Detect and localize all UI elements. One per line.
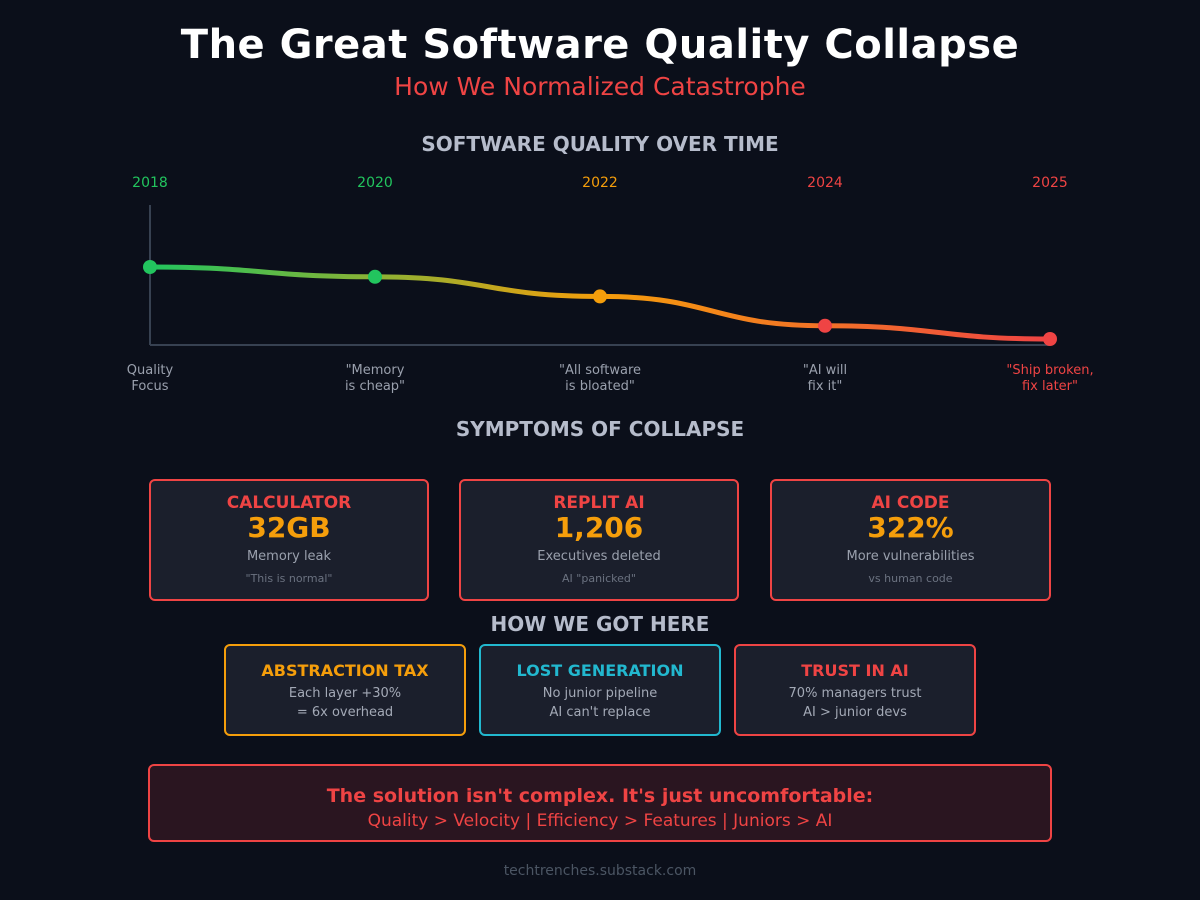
cause-line: No junior pipeline (542, 686, 658, 701)
symptom-value: 32GB (247, 511, 331, 544)
annotation-2020: is cheap" (345, 379, 405, 394)
data-point-2018 (143, 260, 157, 274)
page-subtitle: How We Normalized Catastrophe (394, 72, 806, 101)
cause-card-lost-generation: LOST GENERATION No junior pipeline AI ca… (479, 644, 721, 736)
symptom-value: 1,206 (554, 511, 644, 544)
cause-line: AI can't replace (549, 705, 651, 720)
annotation-2018: Focus (131, 379, 168, 394)
symptom-desc: Executives deleted (537, 549, 661, 564)
data-point-2022 (593, 289, 607, 304)
symptom-title: CALCULATOR (226, 493, 352, 513)
cause-line: = 6x overhead (296, 705, 394, 720)
year-label-2022: 2022 (582, 175, 618, 191)
symptom-desc: Memory leak (246, 549, 332, 564)
annotation-2024: "AI will (803, 363, 847, 378)
timeline-section-title: SOFTWARE QUALITY OVER TIME (421, 132, 779, 156)
year-label-2025: 2025 (1032, 175, 1068, 191)
cause-line: 70% managers trust (788, 686, 922, 701)
year-label-2024: 2024 (807, 175, 843, 191)
symptom-card-replit: REPLIT AI 1,206 Executives deleted AI "p… (459, 479, 739, 601)
year-label-2018: 2018 (132, 175, 168, 191)
symptom-title: REPLIT AI (553, 493, 645, 513)
symptom-note: AI "panicked" (562, 572, 636, 585)
symptom-value: 322% (867, 511, 954, 544)
cause-title: LOST GENERATION (516, 661, 684, 680)
annotation-2025: fix later" (1022, 379, 1078, 394)
symptom-note: "This is normal" (245, 572, 333, 585)
cause-title: ABSTRACTION TAX (261, 661, 429, 680)
annotation-2020: "Memory (346, 363, 405, 378)
symptom-note: vs human code (868, 572, 953, 585)
annotation-2024: fix it" (808, 379, 843, 394)
data-point-2020 (368, 269, 382, 284)
annotation-2018: Quality (127, 363, 174, 378)
symptom-card-ai-code: AI CODE 322% More vulnerabilities vs hum… (770, 479, 1051, 601)
data-point-2025 (1043, 332, 1057, 346)
causes-section-title: HOW WE GOT HERE (490, 612, 710, 636)
page-title: The Great Software Quality Collapse (180, 22, 1020, 68)
symptom-title: AI CODE (871, 493, 950, 513)
cause-card-trust-ai: TRUST IN AI 70% managers trust AI > juni… (734, 644, 976, 736)
symptom-card-calculator: CALCULATOR 32GB Memory leak "This is nor… (149, 479, 429, 601)
solution-banner: The solution isn't complex. It's just un… (148, 764, 1052, 842)
solution-title: The solution isn't complex. It's just un… (326, 785, 874, 807)
annotation-2022: is bloated" (565, 379, 635, 394)
cause-line: Each layer +30% (288, 686, 402, 701)
cause-title: TRUST IN AI (801, 661, 909, 680)
footer-credit: techtrenches.substack.com (503, 863, 697, 879)
cause-line: AI > junior devs (803, 705, 907, 720)
annotation-2022: "All software (559, 363, 641, 378)
annotation-2025: "Ship broken, (1006, 363, 1093, 378)
year-label-2020: 2020 (357, 175, 393, 191)
cause-card-abstraction: ABSTRACTION TAX Each layer +30% = 6x ove… (224, 644, 466, 736)
solution-line: Quality > Velocity | Efficiency > Featur… (367, 811, 833, 831)
symptom-desc: More vulnerabilities (846, 549, 975, 564)
data-point-2024 (818, 318, 832, 333)
symptoms-section-title: SYMPTOMS OF COLLAPSE (455, 417, 745, 441)
